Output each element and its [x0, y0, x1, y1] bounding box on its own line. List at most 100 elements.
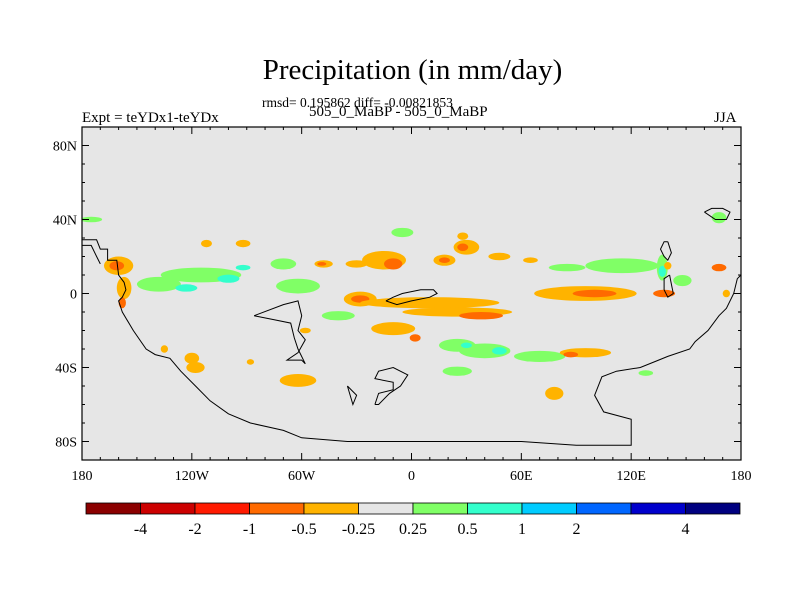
- anomaly-region-52: [460, 342, 472, 349]
- colorbar-label-8: 2: [573, 521, 581, 538]
- y-tick-label-3: 40S: [55, 362, 77, 377]
- stats-label: rmsd= 0.195862 diff= -0.00821853: [262, 95, 453, 110]
- anomaly-region-18: [184, 352, 200, 364]
- anomaly-region-2: [116, 276, 132, 300]
- anomaly-region-51: [459, 343, 511, 359]
- x-tick-label-0: 180: [72, 469, 93, 484]
- anomaly-region-36: [523, 257, 538, 263]
- anomaly-region-29: [409, 334, 421, 342]
- coastline-5: [346, 385, 358, 407]
- anomaly-region-15: [276, 278, 320, 294]
- anomaly-region-28: [371, 322, 416, 336]
- y-tick-label-2: 0: [70, 288, 77, 303]
- colorbar-label-2: -1: [243, 521, 256, 538]
- colorbar-label-7: 1: [518, 521, 526, 538]
- anomaly-region-1: [109, 261, 125, 271]
- colorbar-box-7: [467, 502, 523, 515]
- x-tick-label-1: 120W: [175, 469, 210, 484]
- anomaly-region-17: [391, 227, 414, 238]
- x-tick-label-5: 120E: [616, 469, 646, 484]
- anomaly-region-31: [457, 243, 469, 251]
- anomaly-region-20: [160, 345, 169, 353]
- anomaly-region-33: [438, 257, 450, 263]
- colorbar-label-1: -2: [188, 521, 201, 538]
- anomaly-region-10: [235, 239, 251, 248]
- anomaly-region-9: [200, 239, 212, 248]
- x-tick-label-3: 0: [408, 469, 415, 484]
- coastline-7: [663, 274, 674, 298]
- y-tick-label-4: 80S: [55, 436, 77, 451]
- y-tick-label-0: 80N: [53, 140, 77, 155]
- anomaly-field: [82, 212, 731, 400]
- colorbar-box-8: [521, 502, 577, 515]
- anomaly-region-58: [545, 386, 564, 400]
- anomaly-region-60: [279, 373, 317, 387]
- anomaly-region-11: [270, 258, 297, 270]
- anomaly-region-49: [82, 216, 103, 223]
- anomaly-region-7: [217, 274, 240, 283]
- coastline-0: [82, 239, 741, 446]
- colorbar-box-5: [358, 502, 414, 515]
- colorbar-box-4: [303, 502, 359, 515]
- colorbar-box-10: [630, 502, 686, 515]
- anomaly-region-42: [673, 275, 692, 287]
- anomaly-region-41: [653, 289, 676, 298]
- anomaly-region-54: [514, 350, 566, 362]
- coastline-8: [704, 207, 731, 220]
- anomaly-region-38: [548, 263, 586, 272]
- anomaly-region-57: [442, 366, 472, 376]
- anomaly-region-8: [235, 264, 251, 271]
- anomaly-region-56: [563, 351, 579, 358]
- coastlines: [82, 207, 741, 446]
- anomaly-region-48: [711, 212, 727, 224]
- coastline-6: [659, 241, 672, 262]
- anomaly-region-47: [722, 289, 731, 298]
- anomaly-region-37: [585, 258, 659, 274]
- colorbar-label-4: -0.25: [342, 521, 375, 538]
- chart-title: Precipitation (in mm/day): [262, 54, 563, 86]
- coastline-3: [385, 289, 438, 306]
- colorbar-box-1: [140, 502, 196, 515]
- anomaly-region-62: [246, 359, 255, 365]
- colorbar-box-9: [576, 502, 632, 515]
- colorbar-box-3: [249, 502, 305, 515]
- anomaly-region-19: [186, 361, 205, 374]
- anomaly-region-13: [317, 262, 327, 266]
- anomaly-region-27: [459, 312, 504, 320]
- anomaly-region-14: [345, 260, 368, 268]
- coastline-1: [82, 244, 101, 265]
- colorbar-label-0: -4: [134, 521, 147, 538]
- subtitle-label: 505_0_MaBP - 505_0_MaBP: [309, 104, 488, 120]
- anomaly-region-35: [488, 252, 511, 261]
- anomaly-region-25: [360, 297, 500, 309]
- colorbar-label-5: 0.25: [399, 521, 427, 538]
- anomaly-region-16: [321, 311, 355, 321]
- colorbar-box-6: [412, 502, 468, 515]
- colorbar-box-0: [85, 502, 141, 515]
- anomaly-region-6: [175, 284, 198, 292]
- anomaly-region-61: [299, 327, 311, 334]
- anomaly-region-34: [457, 232, 469, 240]
- anomaly-region-59: [638, 370, 654, 376]
- experiment-label: Expt = teYDx1-teYDx: [82, 110, 219, 126]
- plot-background: [82, 127, 741, 460]
- coastline-4: [374, 366, 409, 405]
- anomaly-region-45: [664, 262, 672, 270]
- y-tick-label-1: 40N: [53, 214, 77, 229]
- anomaly-region-53: [492, 347, 507, 355]
- x-tick-label-6: 180: [731, 469, 752, 484]
- x-tick-label-4: 60E: [510, 469, 533, 484]
- season-label: JJA: [714, 110, 737, 126]
- anomaly-region-46: [711, 263, 727, 272]
- coastline-2: [253, 300, 306, 365]
- colorbar-label-3: -0.5: [291, 521, 316, 538]
- colorbar-box-2: [194, 502, 250, 515]
- anomaly-region-40: [572, 289, 617, 298]
- x-tick-label-2: 60W: [288, 469, 316, 484]
- colorbar-box-11: [685, 502, 741, 515]
- colorbar-label-9: 4: [682, 521, 690, 538]
- anomaly-region-44: [658, 265, 666, 277]
- colorbar-label-6: 0.5: [458, 521, 478, 538]
- anomaly-region-22: [384, 258, 403, 270]
